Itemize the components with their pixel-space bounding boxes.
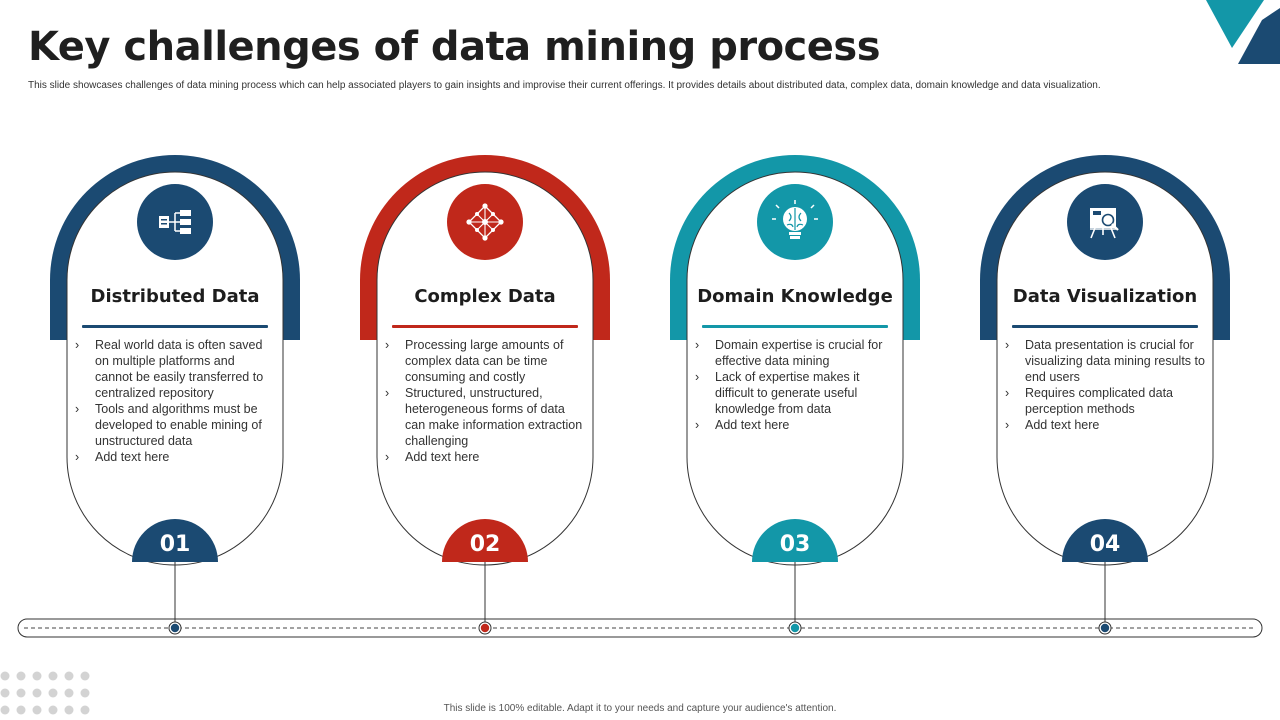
bullet-item: Data presentation is crucial for visuali… (1005, 337, 1205, 385)
card-heading: Data Visualization (1012, 286, 1198, 307)
card-bullets: Domain expertise is crucial for effectiv… (695, 337, 895, 433)
bullet-item: Add text here (385, 449, 585, 465)
timeline-dot (1100, 623, 1110, 633)
card-number: 03 (779, 532, 811, 557)
bullet-item: Real world data is often saved on multip… (75, 337, 275, 401)
bullet-item: Structured, unstructured, heterogeneous … (385, 385, 585, 449)
card-number: 04 (1089, 532, 1121, 557)
card-bullets: Real world data is often saved on multip… (75, 337, 275, 465)
card-number: 02 (469, 532, 501, 557)
card-divider (392, 325, 578, 328)
timeline-dot (480, 623, 490, 633)
timeline-dot (790, 623, 800, 633)
number-bubble (132, 519, 218, 562)
data-hierarchy-icon (159, 210, 191, 234)
dot-grid-decoration (0, 671, 90, 715)
card-number: 01 (159, 532, 191, 557)
bullet-item: Add text here (75, 449, 275, 465)
card-heading: Domain Knowledge (697, 286, 893, 307)
bullet-item: Tools and algorithms must be developed t… (75, 401, 275, 449)
card-divider (702, 325, 888, 328)
brain-bulb-icon (772, 200, 818, 239)
card-divider (82, 325, 268, 328)
page-title: Key challenges of data mining process (28, 24, 881, 70)
bullet-item: Processing large amounts of complex data… (385, 337, 585, 385)
number-bubble (1062, 519, 1148, 562)
card-bullets: Processing large amounts of complex data… (385, 337, 585, 465)
number-bubble (442, 519, 528, 562)
bullet-item: Add text here (695, 417, 895, 433)
presentation-board-icon (1090, 208, 1119, 239)
card-heading: Complex Data (414, 286, 556, 307)
network-nodes-icon (466, 203, 504, 241)
number-bubble (752, 519, 838, 562)
card-bullets: Data presentation is crucial for visuali… (1005, 337, 1205, 433)
bullet-item: Requires complicated data perception met… (1005, 385, 1205, 417)
footer-note: This slide is 100% editable. Adapt it to… (443, 703, 837, 714)
timeline-dot (170, 623, 180, 633)
card-heading: Distributed Data (90, 286, 260, 307)
page-subtitle: This slide showcases challenges of data … (28, 80, 1101, 91)
card-divider (1012, 325, 1198, 328)
corner-triangles-decoration (1206, 0, 1280, 64)
bullet-item: Domain expertise is crucial for effectiv… (695, 337, 895, 369)
bullet-item: Lack of expertise makes it difficult to … (695, 369, 895, 417)
bullet-item: Add text here (1005, 417, 1205, 433)
